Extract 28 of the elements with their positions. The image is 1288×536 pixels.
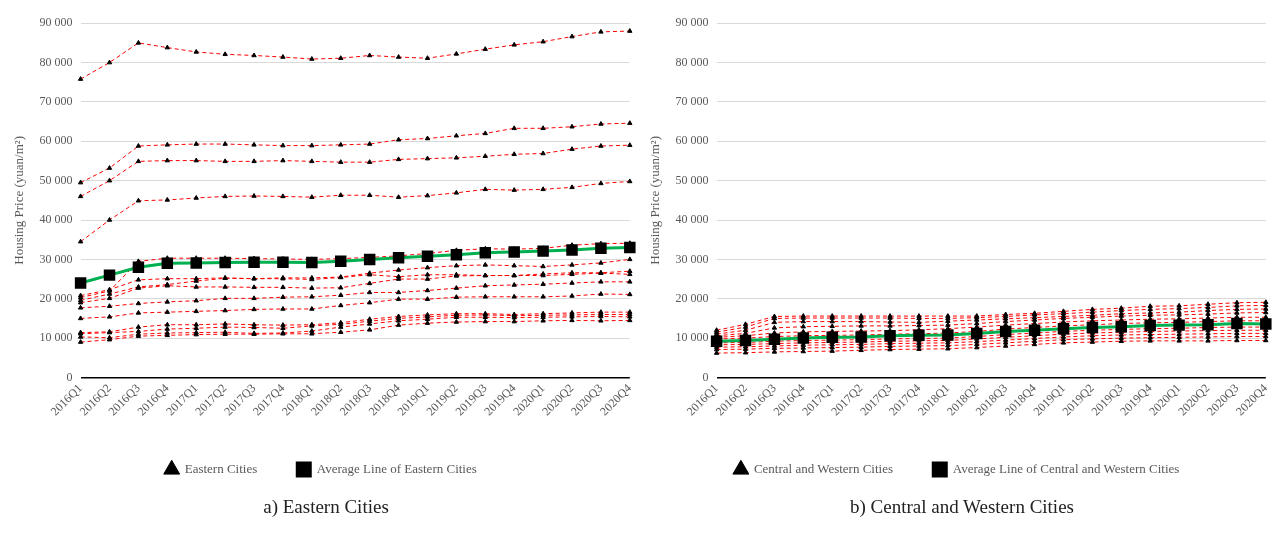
y-tick-label: 50 000: [675, 172, 709, 187]
legend-label: Eastern Cities: [184, 460, 258, 476]
y-tick-label: 50 000: [39, 172, 73, 187]
text: b) Central and Western Cities: [850, 496, 1074, 518]
y-axis-title: Housing Price (yuan/m²): [647, 135, 663, 265]
y-tick-label: 90 000: [39, 15, 73, 30]
y-tick-label: 90 000: [675, 15, 709, 30]
y-tick-label: 30 000: [39, 251, 73, 266]
y-tick-label: 20 000: [39, 290, 73, 305]
y-tick-label: 0: [702, 369, 709, 384]
y-axis-title: Housing Price (yuan/m²): [11, 135, 27, 265]
legend-label: Average Line of Central and Western Cities: [952, 460, 1180, 476]
y-tick-label: 70 000: [39, 94, 73, 109]
y-tick-label: 70 000: [675, 94, 709, 109]
legend-label: Average Line of Eastern Cities: [316, 460, 477, 476]
y-tick-label: 10 000: [675, 330, 709, 345]
y-tick-label: 0: [66, 369, 73, 384]
y-tick-label: 20 000: [675, 290, 709, 305]
y-tick-label: 10 000: [39, 330, 73, 345]
text: a) Eastern Cities: [263, 496, 389, 518]
y-tick-label: 40 000: [675, 212, 709, 227]
y-tick-label: 60 000: [39, 133, 73, 148]
y-tick-label: 40 000: [39, 212, 73, 227]
y-tick-label: 80 000: [39, 54, 73, 69]
legend-label: Central and Western Cities: [753, 460, 894, 476]
y-tick-label: 80 000: [675, 54, 709, 69]
y-tick-label: 60 000: [675, 133, 709, 148]
y-tick-label: 30 000: [675, 251, 709, 266]
